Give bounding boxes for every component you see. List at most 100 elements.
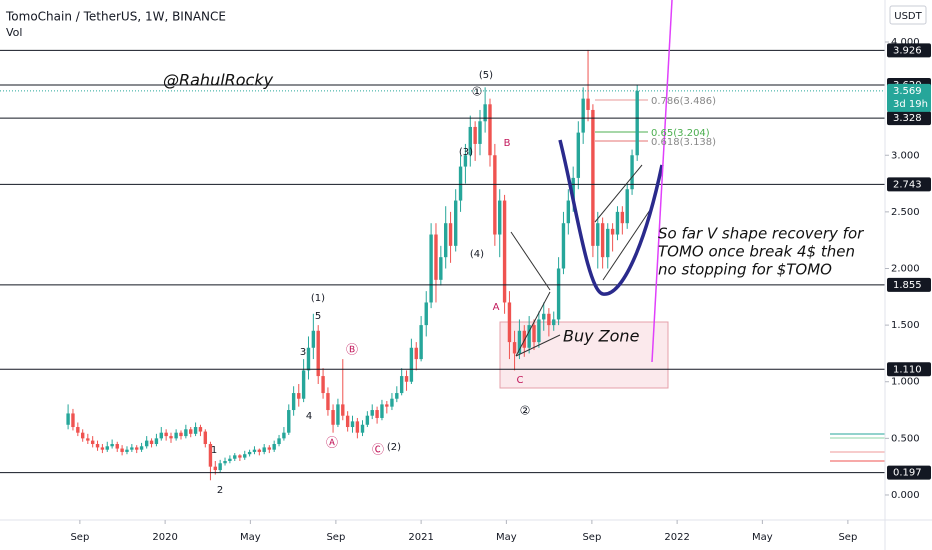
- candle-body: [483, 104, 487, 122]
- candle-body: [591, 109, 595, 246]
- subtitle: Vol: [6, 26, 22, 39]
- candle-body: [179, 432, 183, 437]
- candle-body: [375, 410, 379, 418]
- candle-body: [512, 342, 517, 354]
- candle-body: [552, 319, 556, 326]
- candle-body: [100, 447, 105, 450]
- currency: USDT: [894, 11, 922, 22]
- v-curve: [558, 139, 664, 296]
- candle-body: [468, 126, 472, 156]
- candle-body: [80, 432, 85, 439]
- level-label: 1.110: [893, 364, 922, 375]
- y-tick-label: 2.000: [891, 263, 920, 274]
- candle-body: [380, 404, 384, 418]
- level-label: 2.743: [893, 179, 922, 190]
- trend-line: [515, 291, 551, 357]
- candle-body: [502, 200, 507, 303]
- candle-body: [135, 447, 139, 450]
- wave-label: A: [493, 302, 500, 313]
- candle-body: [149, 440, 154, 445]
- candle-body: [556, 268, 561, 320]
- candle-body: [267, 447, 272, 450]
- candle-body: [71, 413, 75, 428]
- candle-body: [409, 347, 414, 382]
- candle-body: [189, 429, 193, 434]
- level-box: [887, 277, 931, 292]
- candle-body: [272, 444, 276, 450]
- countdown: 3d 19h: [893, 99, 928, 110]
- wave-label: (3): [459, 147, 473, 158]
- wave-label: Ⓐ: [326, 436, 338, 450]
- candle-body: [537, 319, 541, 343]
- candle-body: [105, 446, 109, 450]
- wave-label: 5: [315, 311, 321, 322]
- level-box: [887, 43, 931, 58]
- wave-label: (4): [470, 249, 484, 260]
- last-price: 3.569: [893, 86, 922, 97]
- wave-label: (1): [311, 293, 325, 304]
- candle-body: [390, 398, 394, 407]
- candle-body: [331, 410, 335, 425]
- candle-body: [439, 257, 443, 280]
- note: TOMO once break 4$ then: [658, 243, 855, 261]
- candle-body: [277, 438, 281, 445]
- level-box: [887, 465, 931, 480]
- level-label: 3.328: [893, 113, 922, 124]
- candle-body: [321, 376, 325, 394]
- candle-body: [154, 438, 159, 445]
- candle-body: [610, 228, 615, 235]
- candle-body: [444, 223, 448, 258]
- candle-body: [404, 376, 409, 382]
- candle-body: [184, 429, 188, 437]
- candle-body: [507, 302, 512, 343]
- candle-body: [350, 421, 355, 428]
- candle-body: [90, 440, 95, 445]
- trend-line: [515, 334, 561, 357]
- candle-body: [345, 415, 350, 428]
- candle-body: [434, 234, 438, 280]
- candle-body: [385, 404, 389, 407]
- candle-body: [571, 177, 575, 201]
- candle-body: [576, 132, 581, 178]
- candle-body: [174, 432, 178, 439]
- y-tick-label: 0.000: [891, 490, 920, 501]
- candle-body: [336, 404, 340, 425]
- candle-body: [414, 347, 418, 360]
- y-tick-label: 4.000: [891, 37, 920, 48]
- candle-body: [493, 155, 497, 235]
- candle-body: [458, 166, 463, 201]
- candle-body: [203, 431, 208, 445]
- candle-body: [208, 444, 213, 467]
- wave-label: Ⓒ: [372, 443, 384, 457]
- currency-box: [889, 5, 927, 25]
- price-axis: 0.000 0.500 1.000 1.500 2.000 2.500 3.000 4.000…: [70, 37, 931, 543]
- candle-body: [66, 413, 70, 425]
- note: no stopping for $TOMO: [658, 261, 832, 279]
- candle-body: [600, 223, 605, 258]
- wave-label: B: [504, 138, 511, 149]
- wave-label: (5): [479, 70, 493, 81]
- level-box: [887, 177, 931, 192]
- last-price-box: [887, 83, 931, 112]
- candle-body: [247, 451, 252, 455]
- level-box: [887, 362, 931, 377]
- candle-body: [306, 347, 311, 371]
- candle-body: [139, 446, 144, 450]
- candle-body: [355, 421, 360, 433]
- candle-body: [620, 211, 625, 224]
- candle-body: [95, 444, 100, 448]
- candle-body: [625, 189, 629, 224]
- candle-body: [252, 449, 257, 452]
- candle-body: [213, 466, 217, 471]
- wave-label: 1: [211, 445, 217, 456]
- note: So far V shape recovery for: [658, 225, 864, 243]
- wave-label: ②: [520, 404, 531, 418]
- candle-body: [110, 444, 114, 447]
- x-tick-label: 2021: [408, 532, 433, 543]
- candle-body: [301, 370, 306, 399]
- x-tick-label: May: [240, 532, 261, 543]
- candle-body: [76, 427, 80, 433]
- candle-body: [262, 447, 266, 452]
- candle-body: [399, 376, 404, 394]
